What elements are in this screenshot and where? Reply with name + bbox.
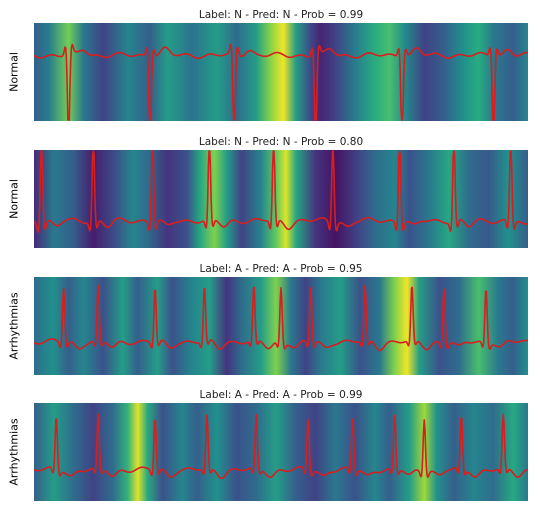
y-axis-label: Normal (7, 52, 21, 92)
chart-title: Label: A - Pred: A - Prob = 0.99 (199, 389, 363, 401)
chart-panel-3: Label: A - Pred: A - Prob = 0.95 Arrhyth… (0, 262, 540, 375)
heatmap-plot (34, 150, 528, 248)
saliency-band (34, 23, 528, 121)
ecg-signal-line (34, 150, 528, 233)
chart-panel-2: Label: N - Pred: N - Prob = 0.80 Normal (0, 135, 540, 248)
chart-title: Label: N - Pred: N - Prob = 0.99 (198, 9, 364, 21)
chart-title: Label: N - Pred: N - Prob = 0.80 (198, 136, 364, 148)
y-axis-label: Normal (7, 179, 21, 219)
chart-panel-1: Label: N - Pred: N - Prob = 0.99 Normal (0, 8, 540, 121)
y-axis-label-wrap: Arrhythmias (0, 277, 28, 375)
y-axis-label-wrap: Normal (0, 23, 28, 121)
y-axis-label: Arrhythmias (7, 418, 21, 486)
ecg-signal-line (34, 43, 528, 121)
saliency-band (34, 150, 528, 248)
chart-title: Label: A - Pred: A - Prob = 0.95 (199, 263, 363, 275)
y-axis-label: Arrhythmias (7, 292, 21, 360)
heatmap-plot (34, 277, 528, 375)
heatmap-plot (34, 23, 528, 121)
saliency-band (34, 403, 528, 501)
chart-panel-4: Label: A - Pred: A - Prob = 0.99 Arrhyth… (0, 388, 540, 501)
heatmap-plot (34, 403, 528, 501)
ecg-signal-line (34, 413, 528, 480)
y-axis-label-wrap: Arrhythmias (0, 403, 28, 501)
ecg-signal-line (34, 284, 528, 352)
y-axis-label-wrap: Normal (0, 150, 28, 248)
